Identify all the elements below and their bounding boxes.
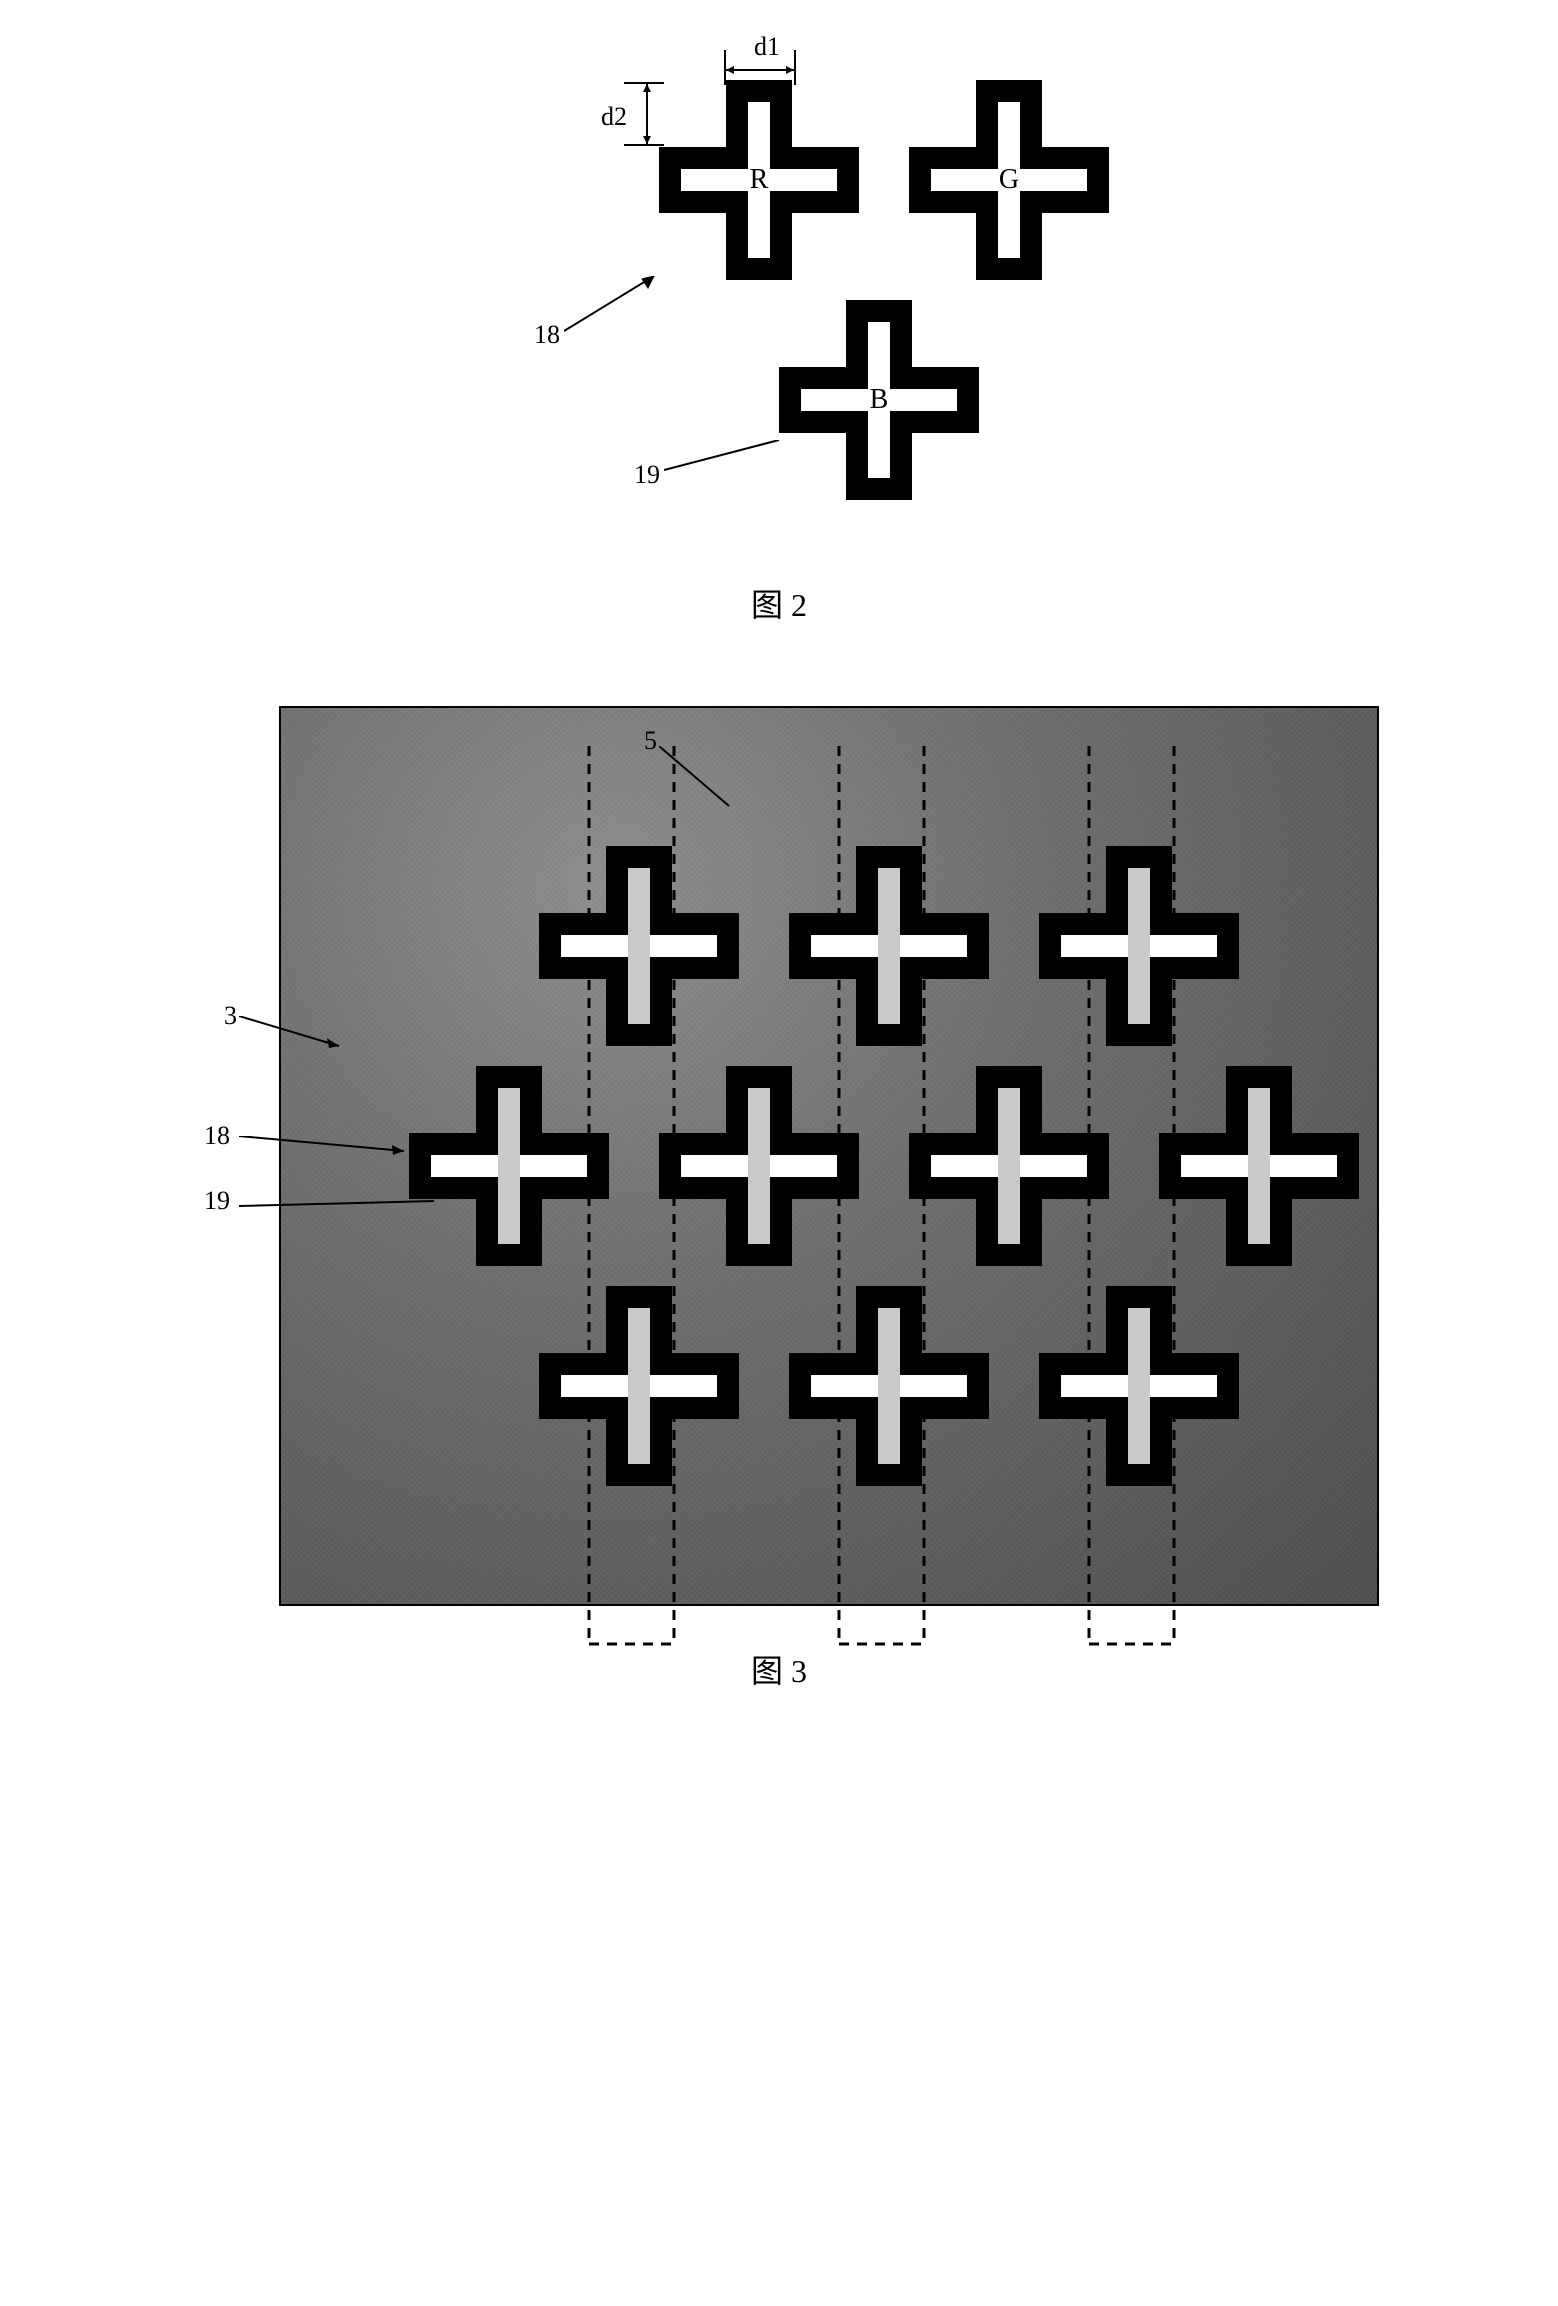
fig3-ref-3-label: 3: [224, 1001, 237, 1031]
cross-b-label: B: [870, 384, 889, 416]
fig3-ref-5-label: 5: [644, 726, 657, 756]
fig3-leader-5: [659, 746, 739, 816]
cross-b: B: [779, 300, 979, 500]
figure-3-diagram: [279, 706, 1379, 1606]
leader-18: [564, 276, 664, 336]
cross-g-label: G: [999, 164, 1019, 196]
figure-2-container: d1 d2: [40, 40, 1518, 626]
fig3-ref-19-label: 19: [204, 1186, 230, 1216]
figure-2-caption: 图 2: [751, 580, 807, 626]
dimension-d2-ext: [624, 82, 664, 146]
fig3-ref-18-label: 18: [204, 1121, 230, 1151]
fig3-leader-3: [239, 1016, 349, 1056]
figure-2-diagram: d1 d2: [479, 40, 1179, 540]
fig3-border: [279, 706, 1379, 1606]
ref-18-label: 18: [534, 320, 560, 350]
fig3-leader-18: [239, 1136, 409, 1166]
leader-19: [664, 440, 784, 480]
figure-3-container: 5 3 18 19 图 3: [40, 706, 1518, 1692]
cross-r-label: R: [750, 164, 769, 196]
cross-g: G: [909, 80, 1109, 280]
ref-19-label: 19: [634, 460, 660, 490]
cross-r: R: [659, 80, 859, 280]
fig3-leader-19: [239, 1196, 439, 1216]
